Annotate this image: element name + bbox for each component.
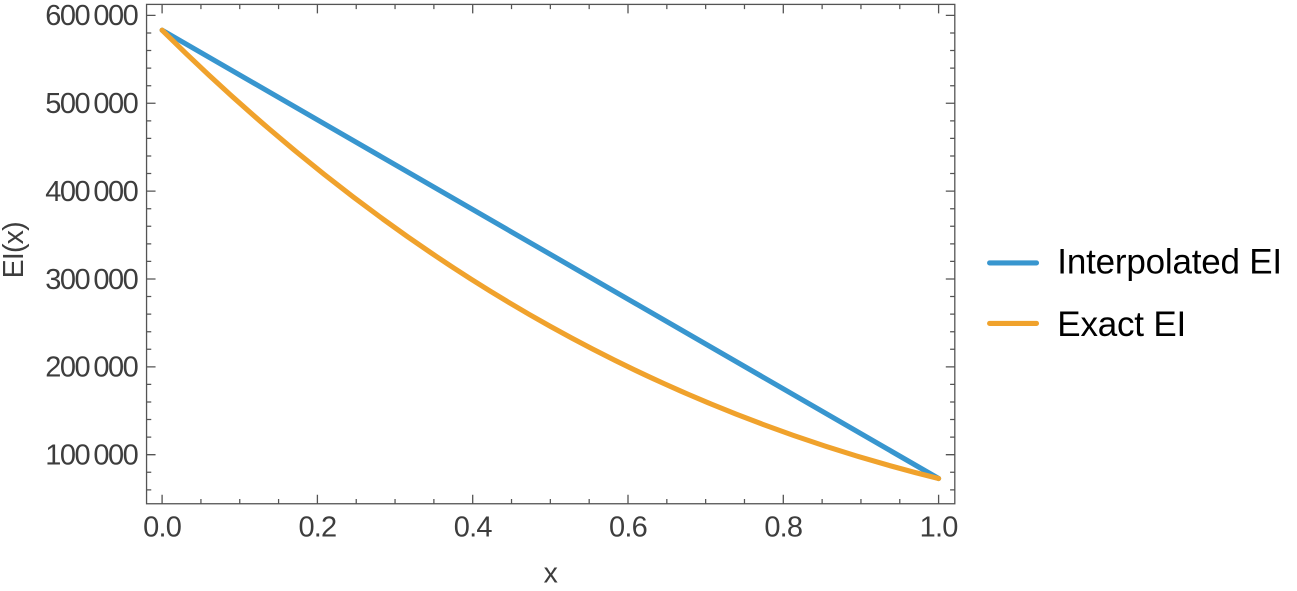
- svg-text:300 000: 300 000: [45, 264, 137, 296]
- svg-text:400 000: 400 000: [45, 176, 137, 208]
- svg-text:1.0: 1.0: [920, 512, 958, 544]
- svg-text:500 000: 500 000: [45, 88, 137, 120]
- svg-text:Exact EI: Exact EI: [1057, 305, 1186, 344]
- svg-text:x: x: [544, 558, 558, 590]
- svg-text:0.8: 0.8: [764, 512, 802, 544]
- svg-text:EI(x): EI(x): [0, 222, 30, 278]
- svg-text:0.0: 0.0: [143, 512, 181, 544]
- svg-text:600 000: 600 000: [45, 0, 137, 32]
- svg-text:Interpolated EI: Interpolated EI: [1057, 243, 1282, 282]
- svg-text:200 000: 200 000: [45, 352, 137, 384]
- svg-text:100 000: 100 000: [45, 440, 137, 472]
- svg-text:0.6: 0.6: [609, 512, 647, 544]
- svg-text:0.4: 0.4: [454, 512, 493, 544]
- svg-text:0.2: 0.2: [298, 512, 336, 544]
